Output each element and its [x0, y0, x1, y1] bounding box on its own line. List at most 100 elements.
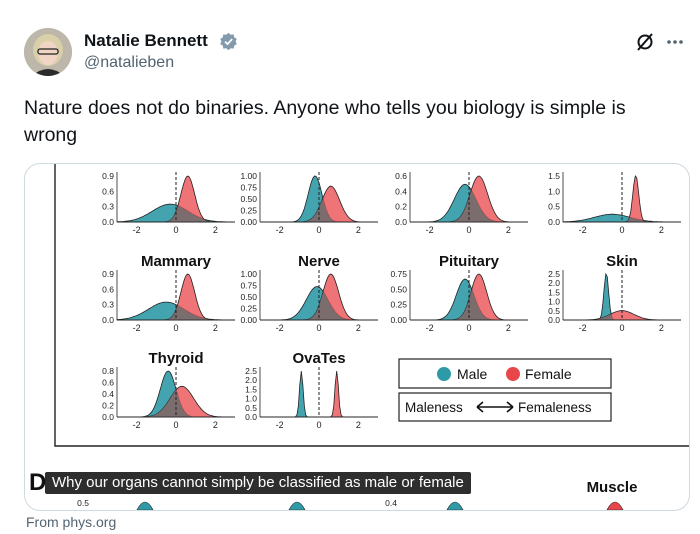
x-tick-label: 2 [659, 323, 664, 333]
x-tick-label: 2 [213, 420, 218, 430]
y-tick-label: 1.5 [548, 287, 560, 297]
y-tick-label: 0.0 [102, 315, 114, 325]
y-tick-label: 0.25 [390, 300, 407, 310]
y-tick-label: 0.0 [102, 217, 114, 227]
y-tick-label: 1.0 [245, 394, 257, 404]
femaleness-label: Femaleness [518, 400, 592, 415]
panel-title: Nerve [298, 253, 340, 270]
legend-male-swatch [437, 367, 451, 381]
y-tick-label: 0.50 [390, 284, 407, 294]
legend-male-label: Male [457, 366, 488, 382]
double-arrow-icon [476, 401, 514, 413]
y-tick-label: 0.6 [102, 284, 114, 294]
x-tick-label: -2 [276, 420, 284, 430]
maleness-label: Maleness [405, 400, 463, 415]
y-tick-label: 0.5 [548, 306, 560, 316]
panel-letter: D [29, 469, 46, 496]
y-tick-label: 0.4 [102, 389, 114, 399]
x-tick-label: 0 [316, 225, 321, 235]
y-tick-label: 0.6 [102, 378, 114, 388]
avatar[interactable] [24, 28, 72, 76]
y-tick-label: 0.0 [102, 412, 114, 422]
y-tick-label: 1.00 [240, 171, 257, 181]
display-name[interactable]: Natalie Bennett [84, 31, 208, 50]
panel-title: Muscle [587, 479, 638, 496]
x-tick-label: 0 [466, 323, 471, 333]
y-tick-label: 0.00 [240, 315, 257, 325]
avatar-image [24, 28, 72, 76]
y-tick-label: 0.50 [240, 292, 257, 302]
y-tick-label: 0.2 [102, 401, 114, 411]
x-tick-label: 2 [506, 225, 511, 235]
y-tick-label: 0.00 [240, 217, 257, 227]
y-tick-label: 0.00 [390, 315, 407, 325]
x-tick-label: 0 [619, 225, 624, 235]
x-tick-label: 2 [356, 323, 361, 333]
tweet-text: Nature does not do binaries. Anyone who … [24, 97, 626, 146]
y-tick-label: 0.50 [240, 194, 257, 204]
x-tick-label: 0 [173, 225, 178, 235]
partial-density [136, 501, 154, 510]
y-tick-label: 0.0 [395, 217, 407, 227]
y-tick-label: 0.4 [395, 186, 407, 196]
y-tick-label: 0.8 [102, 366, 114, 376]
y-tick-label: 0.5 [245, 403, 257, 413]
panel-title: Skin [606, 253, 638, 270]
x-tick-label: 0 [173, 420, 178, 430]
y-tick-label: 2.5 [548, 269, 560, 279]
y-tick-label: 0.3 [102, 300, 114, 310]
y-tick-label: 1.5 [548, 171, 560, 181]
y-tick-label: 0.2 [395, 202, 407, 212]
density-overlap-2 [410, 191, 528, 222]
x-tick-label: 0 [316, 323, 321, 333]
x-tick-label: -2 [133, 225, 141, 235]
x-tick-label: 2 [213, 323, 218, 333]
y-tick-label: 0.9 [102, 269, 114, 279]
panel-title: Pituitary [439, 253, 500, 270]
panel-title: OvaTes [292, 350, 345, 367]
more-options-icon[interactable] [664, 31, 686, 53]
x-tick-label: 2 [659, 225, 664, 235]
y-tick-label: 2.0 [245, 375, 257, 385]
x-tick-label: 2 [506, 323, 511, 333]
density-overlap-1 [260, 199, 378, 222]
y-tick-label: 0.75 [240, 183, 257, 193]
panel-title: Thyroid [149, 350, 204, 367]
y-tick-label: 0.6 [395, 171, 407, 181]
x-tick-label: 0 [173, 323, 178, 333]
legend-box [398, 358, 612, 389]
grok-icon[interactable] [634, 31, 656, 53]
user-handle[interactable]: @natalieben [84, 54, 175, 71]
y-tick-label: 0.0 [245, 412, 257, 422]
y-tick-label: 1.00 [240, 269, 257, 279]
x-tick-label: -2 [133, 420, 141, 430]
x-tick-label: 2 [213, 225, 218, 235]
x-tick-label: 0 [619, 323, 624, 333]
media-image[interactable]: 0.9 0.6 0.3 0.0 -2 0 2 1.00 0.75 0.50 0.25 0.00 -2 0 2… [24, 163, 690, 511]
partial-density [446, 501, 464, 510]
figure-frame [54, 164, 689, 447]
y-tick-label: 1.0 [548, 186, 560, 196]
x-tick-label: -2 [426, 323, 434, 333]
x-tick-label: -2 [579, 323, 587, 333]
verified-badge-icon [220, 32, 237, 51]
y-tick-label: 0.9 [102, 171, 114, 181]
x-tick-label: 2 [356, 420, 361, 430]
y-tick-label: 0.4 [385, 498, 397, 508]
link-source[interactable]: From phys.org [26, 514, 117, 530]
y-tick-label: 0.0 [548, 315, 560, 325]
y-tick-label: 1.5 [245, 384, 257, 394]
y-tick-label: 0.25 [240, 206, 257, 216]
y-tick-label: 0.25 [240, 304, 257, 314]
partial-density [288, 501, 306, 510]
y-tick-label: 0.75 [390, 269, 407, 279]
x-tick-label: 2 [356, 225, 361, 235]
y-tick-label: 0.0 [548, 217, 560, 227]
y-tick-label: 0.75 [240, 281, 257, 291]
x-tick-label: -2 [276, 225, 284, 235]
legend-female-swatch [506, 367, 520, 381]
x-tick-label: 0 [466, 225, 471, 235]
y-tick-label: 1.0 [548, 297, 560, 307]
y-tick-label: 0.5 [548, 202, 560, 212]
y-tick-label: 2.0 [548, 278, 560, 288]
